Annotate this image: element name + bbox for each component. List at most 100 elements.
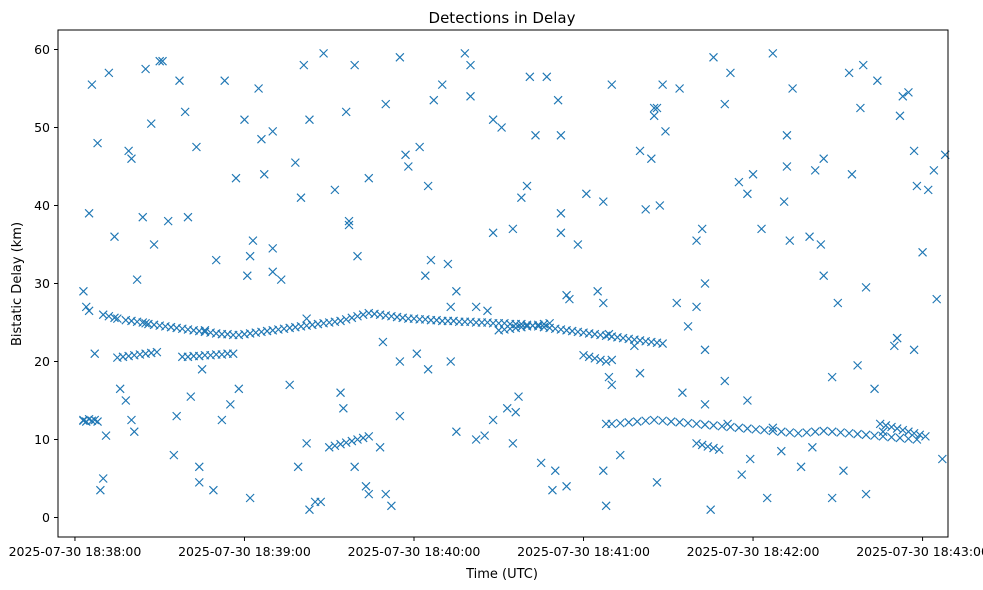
data-point	[581, 189, 591, 199]
data-point	[316, 497, 326, 507]
data-point	[378, 337, 388, 347]
data-point	[90, 349, 100, 359]
data-point	[87, 80, 97, 90]
data-point	[208, 485, 218, 495]
data-point	[556, 130, 566, 140]
data-point	[861, 430, 871, 440]
data-point	[844, 428, 854, 438]
data-point	[110, 313, 119, 323]
data-point	[601, 419, 611, 429]
data-point	[353, 311, 362, 321]
y-axis-ticks: 0 10 20 30 40 50 60	[34, 42, 58, 525]
data-point	[415, 142, 425, 152]
data-point	[675, 84, 684, 93]
data-point	[556, 208, 566, 218]
data-point	[341, 314, 351, 324]
data-point	[853, 429, 862, 439]
data-point	[904, 87, 913, 97]
data-point	[110, 232, 119, 242]
y-tick-label: 50	[34, 120, 50, 135]
data-point	[508, 224, 518, 234]
data-point	[245, 251, 255, 261]
data-point	[697, 440, 707, 450]
x-tick-label: 2025-07-30 18:41:00	[517, 544, 650, 559]
data-point	[471, 435, 481, 444]
data-point	[124, 146, 134, 156]
data-point	[146, 119, 156, 129]
data-point	[734, 423, 744, 433]
data-point	[344, 216, 354, 226]
data-point	[652, 103, 662, 113]
data-point	[904, 427, 913, 437]
data-point	[768, 426, 778, 436]
data-point	[590, 353, 600, 363]
data-point	[364, 489, 374, 499]
data-point	[737, 470, 747, 480]
plot-area	[57, 29, 950, 538]
data-point	[138, 212, 148, 222]
data-point	[742, 189, 752, 199]
data-point	[381, 99, 391, 109]
data-point	[692, 302, 701, 312]
data-point	[706, 505, 716, 515]
data-point	[672, 298, 682, 308]
data-point	[338, 403, 348, 413]
data-point	[700, 420, 710, 430]
data-point	[290, 158, 300, 168]
data-point	[364, 173, 374, 183]
data-point	[429, 95, 439, 105]
data-point	[93, 417, 102, 426]
data-point	[579, 350, 588, 360]
data-point	[259, 169, 269, 179]
data-point	[584, 352, 594, 362]
data-point	[683, 418, 693, 428]
data-point	[720, 376, 730, 386]
data-point	[714, 445, 724, 455]
data-point	[655, 201, 665, 210]
data-point	[81, 302, 91, 312]
data-point	[285, 380, 295, 390]
data-point	[344, 220, 354, 230]
data-point	[802, 428, 812, 437]
data-point	[234, 384, 244, 394]
data-point	[703, 442, 713, 451]
data-point	[545, 318, 555, 328]
data-point	[805, 232, 814, 242]
x-axis-label: Time (UTC)	[465, 567, 538, 582]
data-point	[709, 421, 718, 430]
data-point	[395, 52, 405, 62]
data-point	[839, 466, 848, 476]
data-point	[745, 454, 755, 464]
data-point	[720, 99, 730, 109]
data-point	[90, 415, 100, 425]
data-point	[225, 399, 235, 409]
data-point	[426, 255, 436, 265]
data-point	[245, 493, 255, 503]
data-point	[697, 224, 707, 234]
data-point	[155, 56, 165, 66]
x-tick-label: 2025-07-30 18:42:00	[687, 544, 820, 559]
x-tick-label: 2025-07-30 18:40:00	[348, 544, 481, 559]
data-point	[341, 438, 351, 448]
data-point	[268, 267, 278, 277]
data-point	[742, 424, 752, 433]
data-point	[923, 185, 933, 195]
data-point	[895, 433, 905, 443]
data-point	[782, 162, 792, 171]
data-point	[169, 450, 179, 460]
data-point	[548, 485, 557, 495]
data-point	[302, 438, 312, 448]
data-point	[678, 388, 687, 398]
data-point	[844, 68, 854, 78]
data-point	[757, 224, 766, 234]
data-point	[175, 76, 184, 86]
data-point	[536, 458, 546, 468]
data-point	[683, 321, 693, 331]
data-point	[853, 360, 862, 370]
y-tick-label: 20	[34, 354, 50, 369]
data-point	[937, 454, 947, 464]
data-point	[183, 212, 193, 222]
data-point	[717, 421, 727, 431]
data-point	[347, 436, 357, 446]
